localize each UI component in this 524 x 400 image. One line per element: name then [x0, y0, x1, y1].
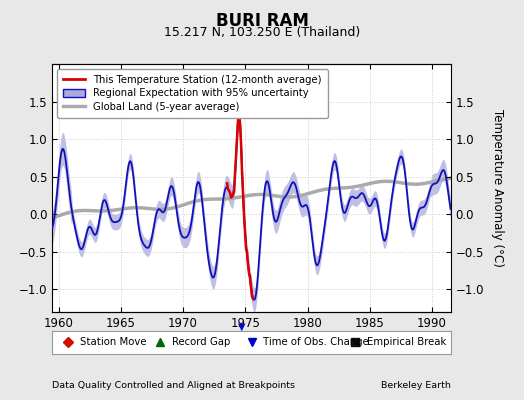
Text: Data Quality Controlled and Aligned at Breakpoints: Data Quality Controlled and Aligned at B…: [52, 381, 296, 390]
Text: Record Gap: Record Gap: [172, 338, 230, 347]
Text: 15.217 N, 103.250 E (Thailand): 15.217 N, 103.250 E (Thailand): [164, 26, 360, 39]
Text: Station Move: Station Move: [80, 338, 147, 347]
Text: ▼: ▼: [238, 322, 246, 332]
Legend: This Temperature Station (12-month average), Regional Expectation with 95% uncer: This Temperature Station (12-month avera…: [58, 69, 328, 118]
Y-axis label: Temperature Anomaly (°C): Temperature Anomaly (°C): [491, 109, 504, 267]
Text: Empirical Break: Empirical Break: [367, 338, 446, 347]
Text: Time of Obs. Change: Time of Obs. Change: [264, 338, 369, 347]
Text: Berkeley Earth: Berkeley Earth: [381, 381, 451, 390]
Text: BURI RAM: BURI RAM: [215, 12, 309, 30]
